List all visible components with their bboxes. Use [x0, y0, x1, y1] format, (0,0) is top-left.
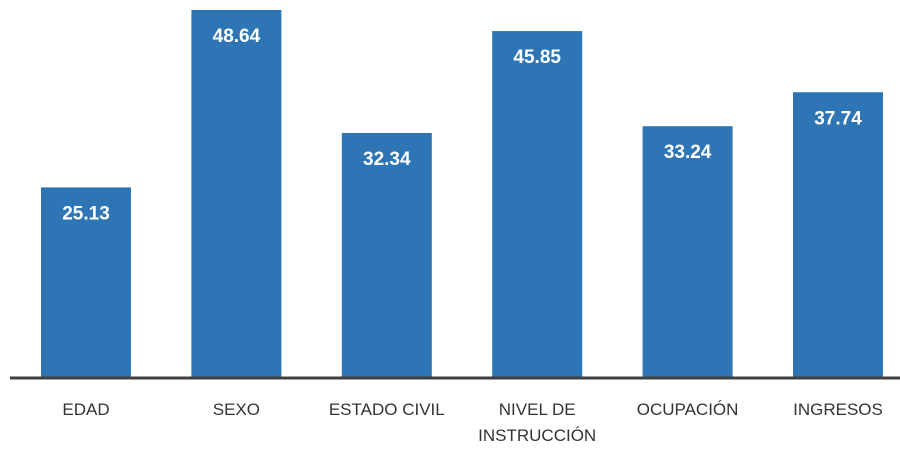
bar [793, 92, 883, 377]
x-tick-label: INGRESOS [793, 400, 883, 419]
x-tick-label: ESTADO CIVIL [328, 400, 445, 419]
value-label: 32.34 [363, 149, 411, 170]
bar [191, 10, 282, 377]
value-label: 37.74 [814, 108, 862, 129]
value-label: 33.24 [664, 142, 712, 163]
x-tick-label: OCUPACIÓN [636, 400, 739, 419]
x-tick-label: EDAD [62, 400, 110, 419]
x-tick-label: SEXO [212, 400, 261, 419]
bar [492, 31, 583, 377]
bar [41, 187, 131, 377]
value-label: 25.13 [62, 203, 110, 224]
value-label: 45.85 [513, 47, 561, 68]
value-label: 48.64 [213, 26, 261, 47]
bar [341, 132, 432, 377]
bar [642, 126, 733, 377]
x-tick-label: NIVEL DE INSTRUCCIÓN [478, 400, 597, 445]
